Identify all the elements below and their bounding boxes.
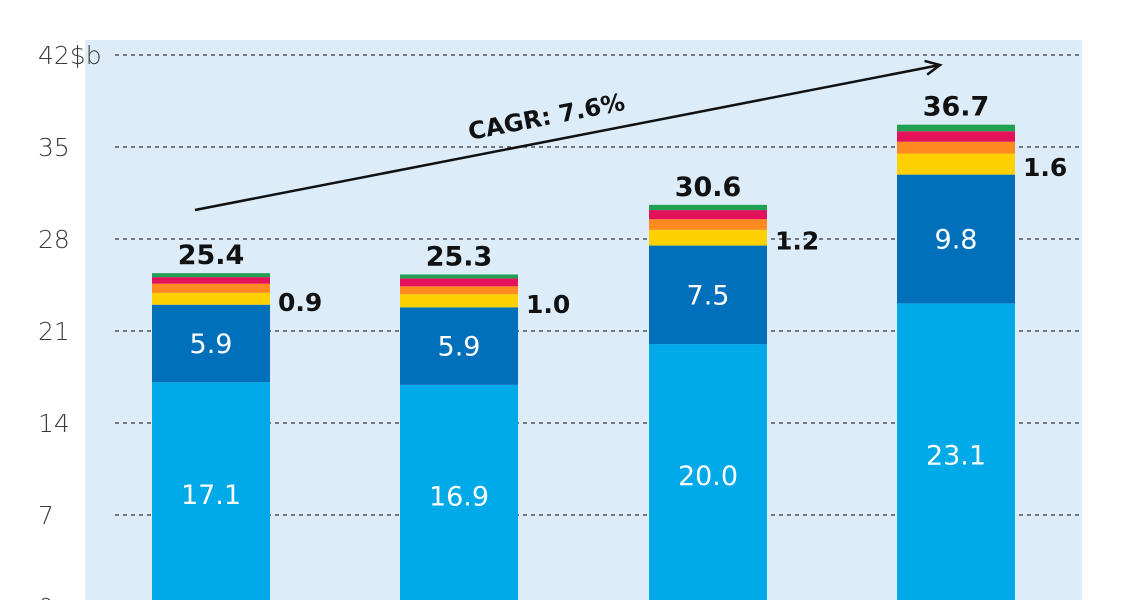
y-tick-label: 14	[38, 409, 70, 438]
segment-value-label: 5.9	[438, 332, 481, 363]
gridlines	[115, 54, 1082, 516]
bar-segment	[649, 344, 767, 600]
bar-segment	[400, 278, 518, 287]
bar-segment	[152, 382, 270, 600]
bar-segment	[152, 277, 270, 284]
segment-value-label: 16.9	[429, 481, 489, 512]
bar-segment	[897, 124, 1015, 132]
segment-value-label: 9.8	[935, 225, 978, 256]
bar-segment	[400, 286, 518, 295]
bar-segment	[897, 153, 1015, 175]
data-labels: 17.1 5.9 0.9 25.4 16.9 5.9 1.0 25.3 20.0 7.5 1.2 30…	[178, 92, 1068, 513]
bar-segment	[152, 304, 270, 383]
segment-value-label: 0.9	[278, 288, 322, 317]
segment-value-label: 20.0	[678, 461, 738, 492]
bar-segment	[649, 219, 767, 230]
bar-segment	[400, 274, 518, 279]
y-tick-label: 21	[38, 317, 70, 346]
y-tick-label: 7	[38, 501, 54, 530]
segment-value-label: 23.1	[926, 441, 986, 472]
bar-segment	[649, 204, 767, 211]
bar-segment	[400, 294, 518, 308]
segment-value-label: 17.1	[181, 480, 241, 511]
cagr-arrow-line	[194, 63, 941, 212]
bar-segment	[897, 303, 1015, 600]
bar-segment	[897, 174, 1015, 304]
bar-segment	[897, 131, 1015, 142]
y-tick-label: 0	[38, 593, 54, 600]
y-tick-label: 28	[38, 225, 70, 254]
bar-segment	[649, 229, 767, 246]
bar-segment	[152, 273, 270, 278]
bar-segment	[649, 210, 767, 220]
bars	[152, 124, 1015, 600]
y-tick-label: 35	[38, 133, 70, 162]
cagr-arrow-head	[924, 59, 943, 76]
bar-total-label: 25.3	[426, 241, 493, 272]
segment-value-label: 1.2	[775, 227, 819, 256]
bar-segment	[400, 307, 518, 385]
bar-total-label: 25.4	[178, 240, 245, 271]
segment-value-label: 1.0	[526, 290, 570, 319]
bar-segment	[152, 283, 270, 293]
segment-value-label: 1.6	[1023, 153, 1067, 182]
bar-segment	[649, 245, 767, 345]
y-axis-ticks: 0 7 14 21 28 35 42$b	[38, 41, 102, 600]
bar-segment	[152, 292, 270, 305]
segment-value-label: 7.5	[687, 280, 730, 311]
bar-segment	[897, 141, 1015, 154]
bar-total-label: 36.7	[923, 92, 990, 123]
y-tick-label: 42$b	[38, 41, 102, 70]
segment-value-label: 5.9	[190, 329, 233, 360]
bar-total-label: 30.6	[675, 172, 742, 203]
bar-segment	[400, 384, 518, 600]
